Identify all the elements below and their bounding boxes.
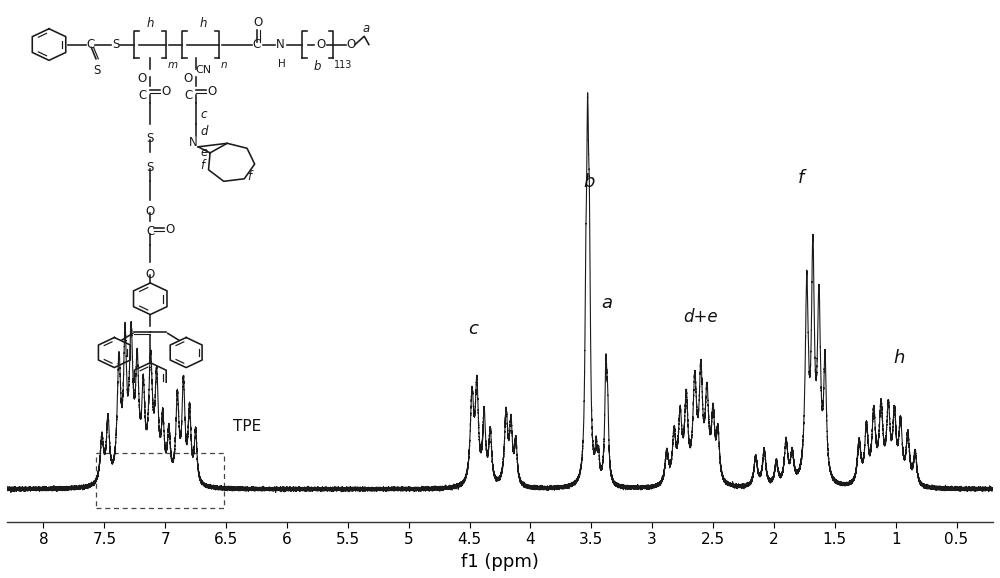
Text: b: b (583, 173, 595, 191)
Text: TPE: TPE (233, 419, 261, 434)
X-axis label: f1 (ppm): f1 (ppm) (461, 553, 539, 571)
Text: h: h (893, 349, 904, 366)
Bar (96, 453, 224, 508)
Text: c: c (468, 320, 478, 338)
Text: f: f (798, 169, 804, 187)
Text: d+e: d+e (684, 308, 718, 326)
Text: a: a (601, 294, 612, 312)
